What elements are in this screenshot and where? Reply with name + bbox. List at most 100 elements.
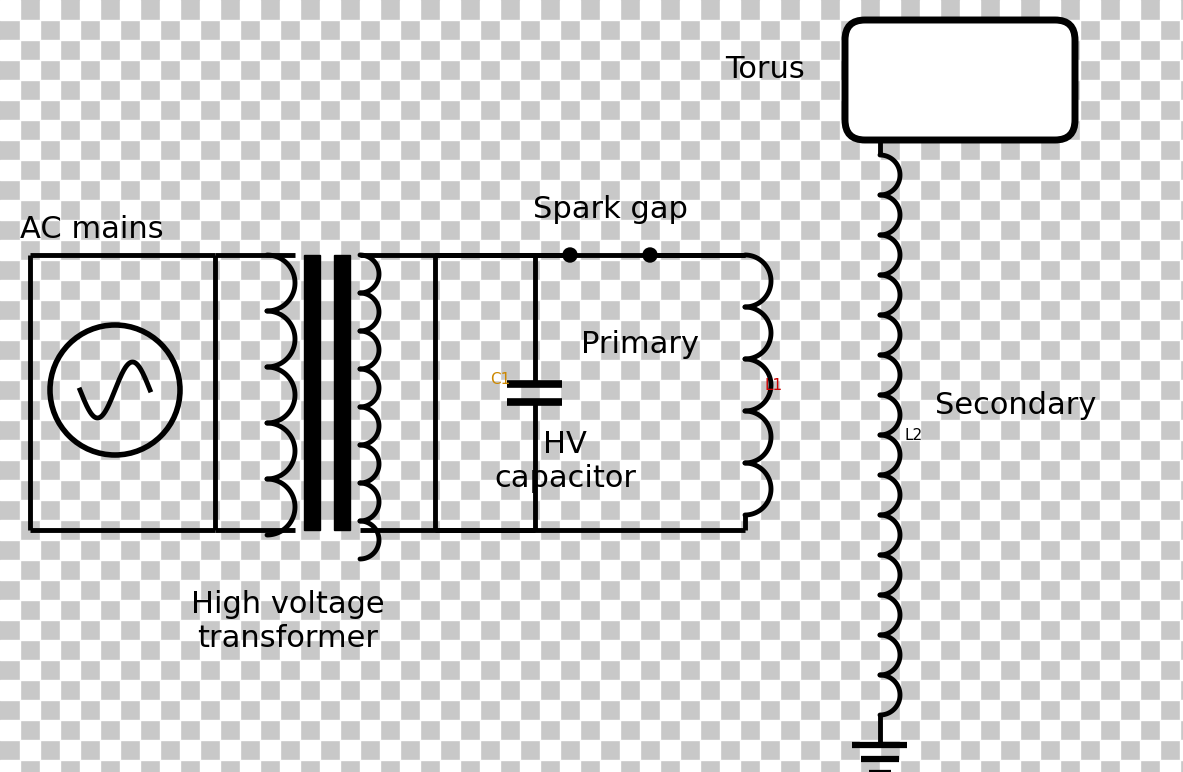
Bar — [200, 600, 220, 620]
Bar — [460, 500, 480, 520]
Bar — [1100, 740, 1120, 760]
Bar — [660, 140, 680, 160]
Bar — [360, 200, 380, 220]
Bar — [319, 440, 340, 460]
Bar — [119, 600, 140, 620]
Bar — [101, 100, 119, 120]
Bar — [980, 420, 1000, 440]
Bar — [600, 440, 620, 460]
Bar — [800, 480, 820, 500]
Bar — [900, 500, 920, 520]
Bar — [1000, 440, 1020, 460]
Bar — [880, 640, 900, 660]
Bar — [40, 200, 60, 220]
Text: C1: C1 — [490, 373, 510, 388]
Bar — [300, 500, 319, 520]
Bar — [640, 280, 660, 300]
Bar — [260, 260, 280, 280]
Bar — [720, 480, 741, 500]
Bar — [1060, 660, 1080, 680]
Bar — [800, 600, 820, 620]
Bar — [700, 740, 720, 760]
Bar — [1040, 360, 1060, 380]
Bar — [220, 20, 240, 40]
Bar — [1179, 460, 1183, 480]
Bar — [920, 320, 940, 340]
Bar — [200, 320, 220, 340]
Bar — [460, 60, 480, 80]
Bar — [200, 360, 220, 380]
Bar — [40, 400, 60, 420]
Bar — [1020, 620, 1040, 640]
Bar — [780, 620, 800, 640]
Bar — [600, 560, 620, 580]
Bar — [80, 360, 101, 380]
Bar — [1140, 540, 1161, 560]
Bar — [400, 680, 420, 700]
Bar — [420, 660, 440, 680]
Bar — [840, 160, 860, 180]
Bar — [560, 80, 580, 100]
Bar — [720, 40, 741, 60]
Bar — [959, 720, 980, 740]
Bar — [1179, 380, 1183, 400]
Bar — [500, 220, 521, 240]
Bar — [940, 340, 959, 360]
Bar — [980, 220, 1000, 240]
Bar — [119, 280, 140, 300]
Bar — [620, 540, 640, 560]
Bar — [60, 340, 80, 360]
Bar — [920, 400, 940, 420]
Bar — [160, 240, 180, 260]
Bar — [240, 120, 260, 140]
Bar — [200, 240, 220, 260]
Bar — [620, 500, 640, 520]
Bar — [319, 760, 340, 772]
Bar — [900, 340, 920, 360]
Bar — [1020, 100, 1040, 120]
Bar — [580, 540, 600, 560]
Bar — [500, 60, 521, 80]
Bar — [160, 320, 180, 340]
Bar — [1140, 420, 1161, 440]
Bar — [240, 200, 260, 220]
Bar — [741, 260, 759, 280]
Bar — [300, 620, 319, 640]
Bar — [119, 360, 140, 380]
Bar — [741, 540, 759, 560]
Bar — [360, 520, 380, 540]
Bar — [1100, 180, 1120, 200]
Bar — [900, 260, 920, 280]
Bar — [660, 740, 680, 760]
Bar — [480, 360, 500, 380]
Bar — [280, 200, 300, 220]
Bar — [400, 0, 420, 20]
Bar — [1179, 100, 1183, 120]
Bar — [220, 180, 240, 200]
Bar — [340, 60, 360, 80]
Bar — [1060, 60, 1080, 80]
Bar — [521, 360, 539, 380]
Bar — [380, 580, 400, 600]
Bar — [560, 200, 580, 220]
Bar — [840, 720, 860, 740]
Bar — [680, 720, 700, 740]
Bar — [741, 740, 759, 760]
Bar — [500, 420, 521, 440]
Bar — [240, 720, 260, 740]
Bar — [1140, 460, 1161, 480]
Bar — [980, 340, 1000, 360]
Bar — [400, 280, 420, 300]
Bar — [101, 420, 119, 440]
Bar — [80, 160, 101, 180]
Bar — [940, 660, 959, 680]
Bar — [180, 180, 200, 200]
Bar — [580, 700, 600, 720]
Bar — [160, 480, 180, 500]
Bar — [280, 760, 300, 772]
Bar — [780, 700, 800, 720]
Bar — [1179, 740, 1183, 760]
Bar — [1080, 0, 1100, 20]
Bar — [1000, 160, 1020, 180]
Bar — [700, 180, 720, 200]
